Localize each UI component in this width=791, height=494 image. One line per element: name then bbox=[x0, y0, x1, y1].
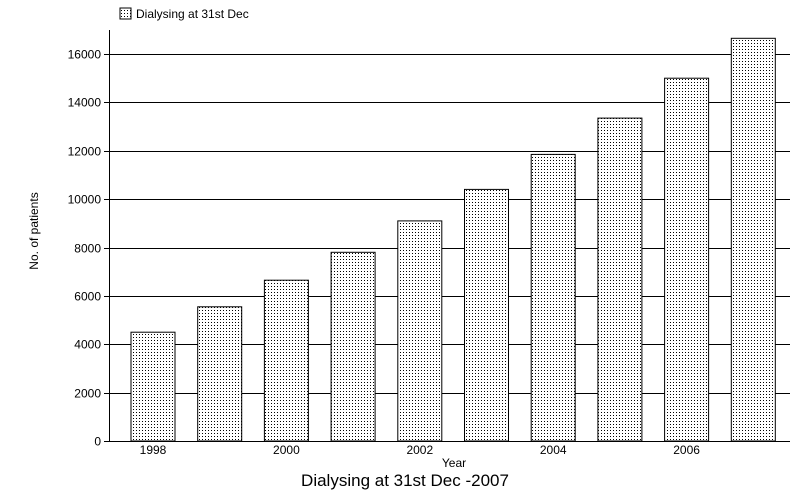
x-axis-ticks: 1998 2000 2002 2004 2006 bbox=[140, 443, 701, 457]
y-axis-label: No. of patients bbox=[27, 192, 41, 269]
y-tick-label-4000: 4000 bbox=[74, 338, 101, 352]
x-tick-label-2004: 2004 bbox=[540, 443, 567, 457]
bar-2005 bbox=[597, 117, 643, 442]
x-axis-label: Year bbox=[442, 456, 466, 470]
legend-label: Dialysing at 31st Dec bbox=[136, 7, 249, 21]
x-tick-label-2006: 2006 bbox=[673, 443, 700, 457]
y-tick-label-2000: 2000 bbox=[74, 387, 101, 401]
bar-2000 bbox=[263, 279, 309, 442]
y-tick-label-14000: 14000 bbox=[68, 96, 102, 110]
y-tick-label-10000: 10000 bbox=[68, 193, 102, 207]
bar-2003 bbox=[464, 188, 509, 442]
bars bbox=[130, 37, 776, 442]
legend-swatch bbox=[119, 7, 132, 20]
bar-2001 bbox=[330, 251, 376, 442]
x-tick-label-2000: 2000 bbox=[273, 443, 300, 457]
y-tick-label-16000: 16000 bbox=[68, 48, 102, 62]
y-tick-label-0: 0 bbox=[94, 435, 101, 449]
y-tick-label-6000: 6000 bbox=[74, 290, 101, 304]
bar-2004 bbox=[530, 153, 576, 442]
bar-2007 bbox=[730, 37, 776, 442]
y-tick-label-12000: 12000 bbox=[68, 145, 102, 159]
y-tick-label-8000: 8000 bbox=[74, 242, 101, 256]
x-tick-label-1998: 1998 bbox=[140, 443, 167, 457]
axes bbox=[109, 30, 790, 442]
chart-title: Dialysing at 31st Dec -2007 bbox=[301, 471, 509, 490]
legend: Dialysing at 31st Dec bbox=[119, 7, 249, 21]
bar-1999 bbox=[197, 306, 243, 442]
bar-2002 bbox=[397, 220, 443, 442]
x-tick-label-2002: 2002 bbox=[406, 443, 433, 457]
y-axis-ticks: 0 2000 4000 6000 8000 10000 12000 14000 16000 bbox=[68, 48, 109, 449]
bar-1998 bbox=[130, 331, 176, 442]
bar-2006 bbox=[664, 77, 710, 442]
